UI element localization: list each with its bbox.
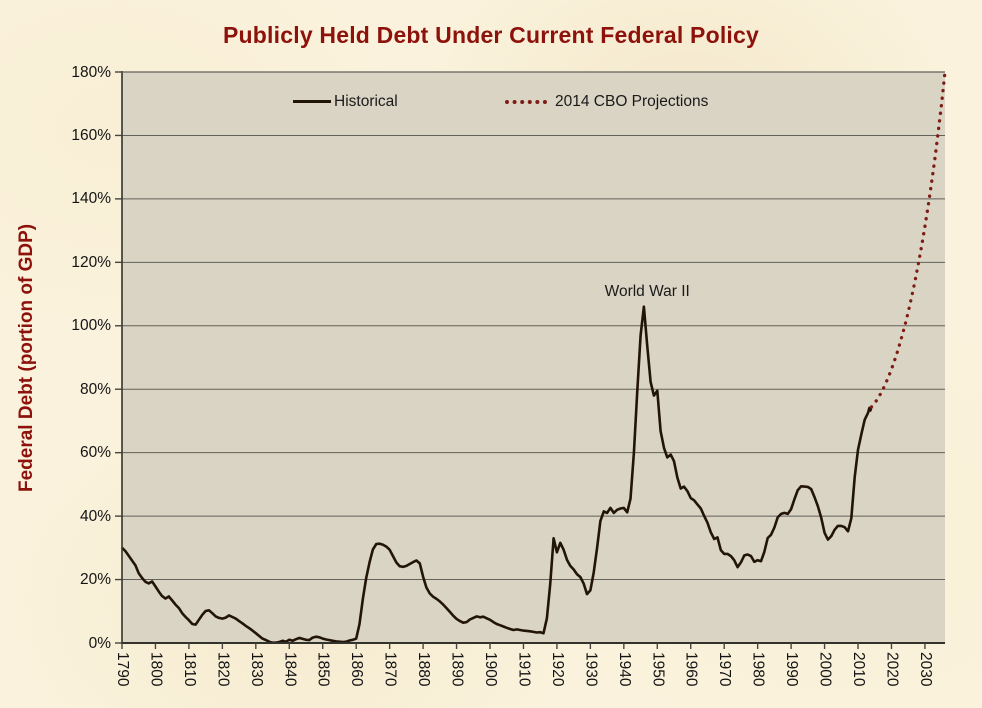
y-tick-label-100: 100%: [71, 317, 111, 335]
y-tick-label-120: 120%: [71, 253, 111, 271]
x-tick-label-1850: 1850: [314, 652, 332, 687]
x-tick-label-1810: 1810: [180, 652, 198, 687]
y-axis-title: Federal Debt (portion of GDP): [16, 223, 37, 492]
x-tick-label-1790: 1790: [114, 652, 131, 687]
x-tick-label-1840: 1840: [281, 652, 299, 687]
x-tick-label-1990: 1990: [783, 652, 801, 687]
x-tick-label-1880: 1880: [415, 652, 433, 687]
x-tick-label-2000: 2000: [816, 652, 834, 687]
legend-item-projection: 2014 CBO Projections: [505, 93, 708, 110]
x-tick-label-1800: 1800: [147, 652, 165, 687]
x-tick-label-1960: 1960: [682, 652, 700, 687]
y-tick-label-80: 80%: [79, 380, 111, 398]
y-tick-label-140: 140%: [71, 190, 111, 208]
x-tick-label-1920: 1920: [548, 652, 566, 687]
x-tick-label-2010: 2010: [850, 652, 868, 687]
plot-area: [122, 72, 945, 643]
x-tick-label-1930: 1930: [582, 652, 600, 687]
x-tick-label-1820: 1820: [214, 652, 232, 687]
x-tick-label-1950: 1950: [649, 652, 667, 687]
annotation-world-war-ii: World War II: [604, 282, 690, 300]
legend-item-historical: Historical: [293, 93, 398, 110]
x-tick-label-1940: 1940: [615, 652, 633, 687]
x-tick-label-1860: 1860: [348, 652, 366, 687]
projection-dotted-line: [869, 70, 947, 409]
y-tick-label-20: 20%: [79, 571, 111, 589]
y-tick-label-60: 60%: [79, 444, 111, 462]
x-tick-label-1890: 1890: [448, 652, 466, 687]
historical-line-swatch: [293, 100, 331, 103]
legend-label-projection: 2014 CBO Projections: [555, 92, 709, 110]
y-tick-label-180: 180%: [71, 63, 111, 81]
chart-title: Publicly Held Debt Under Current Federal…: [223, 22, 759, 48]
projection-dotted-swatch: [505, 99, 547, 104]
x-tick-label-1830: 1830: [247, 652, 265, 687]
y-tick-label-0: 0%: [88, 634, 111, 652]
y-tick-label-40: 40%: [79, 507, 111, 525]
x-tick-label-2030: 2030: [916, 652, 934, 687]
x-tick-label-1900: 1900: [482, 652, 499, 687]
x-tick-label-1980: 1980: [749, 652, 767, 687]
legend-label-historical: Historical: [334, 92, 398, 110]
x-tick-label-1970: 1970: [716, 652, 734, 687]
x-tick-label-1910: 1910: [515, 652, 533, 687]
x-tick-label-1870: 1870: [381, 652, 399, 687]
x-tick-label-2020: 2020: [883, 652, 901, 687]
y-tick-label-160: 160%: [71, 126, 111, 144]
historical-line: [121, 305, 873, 644]
